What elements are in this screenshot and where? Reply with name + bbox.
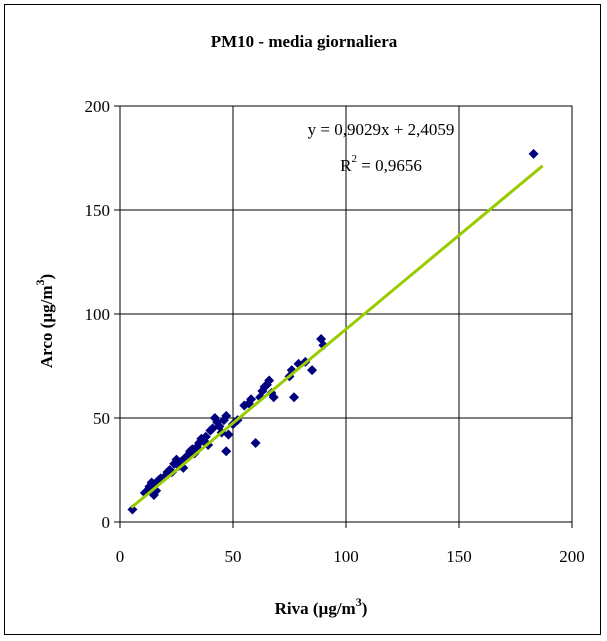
data-point (221, 410, 232, 421)
y-tick-label: 100 (85, 305, 111, 324)
x-tick-label: 0 (116, 547, 125, 566)
y-tick-label: 50 (93, 409, 110, 428)
r2-value: = 0,9656 (357, 156, 422, 175)
x-tick-label: 50 (225, 547, 242, 566)
r-squared-label: R2 = 0,9656 (340, 153, 422, 175)
y-axis-title: Arco (µg/m3) (33, 274, 56, 368)
tick-labels: 0 50 100 150 200 0 50 100 150 200 (85, 97, 585, 566)
data-point (528, 148, 539, 159)
data-point (268, 392, 279, 403)
data-point (264, 375, 275, 386)
axis-ticks (114, 105, 573, 528)
data-point (223, 429, 234, 440)
r2-symbol: R (340, 156, 352, 175)
data-point (289, 392, 300, 403)
data-point (246, 394, 257, 405)
scatter-chart: PM10 - media giornaliera 0 50 100 150 200 0 50… (33, 32, 585, 618)
trendline-equation: y = 0,9029x + 2,4059 (308, 120, 455, 139)
data-point (221, 446, 232, 457)
x-tick-label: 150 (446, 547, 472, 566)
r2-superscript: 2 (352, 153, 358, 165)
data-point (200, 431, 211, 442)
x-tick-label: 100 (333, 547, 359, 566)
chart-frame: PM10 - media giornaliera 0 50 100 150 200 0 50… (4, 4, 601, 635)
x-tick-label: 200 (559, 547, 585, 566)
x-axis-title: Riva (µg/m3) (275, 595, 368, 618)
data-point (250, 437, 261, 448)
y-tick-label: 0 (102, 513, 111, 532)
trendline (130, 164, 544, 509)
data-point (307, 365, 318, 376)
y-tick-label: 200 (85, 97, 111, 116)
gridlines (120, 106, 572, 522)
y-tick-label: 150 (85, 201, 111, 220)
chart-title: PM10 - media giornaliera (211, 32, 398, 51)
